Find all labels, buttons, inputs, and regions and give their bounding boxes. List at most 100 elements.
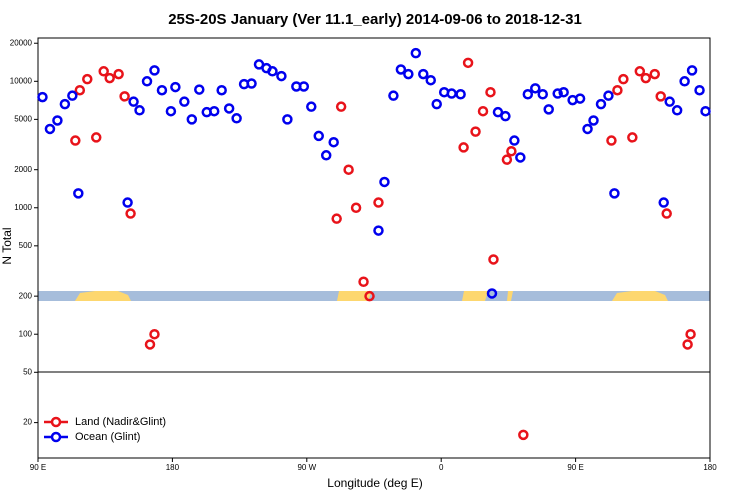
point — [477, 105, 489, 117]
point — [358, 276, 369, 287]
point — [679, 76, 690, 87]
point — [313, 130, 324, 142]
point — [350, 202, 362, 214]
x-axis-label: Longitude (deg E) — [327, 476, 422, 490]
point — [70, 135, 81, 146]
point — [418, 68, 429, 80]
point — [470, 126, 481, 137]
point — [388, 90, 399, 101]
point — [649, 68, 660, 80]
x-tick-label: 180 — [703, 463, 717, 472]
point — [694, 84, 705, 96]
point — [37, 91, 48, 103]
point — [122, 197, 133, 208]
point — [574, 93, 586, 104]
y-tick-label: 10000 — [10, 76, 33, 85]
point — [44, 123, 56, 135]
point — [74, 84, 86, 96]
point — [379, 176, 390, 188]
point — [156, 84, 168, 96]
point — [73, 188, 84, 199]
point — [149, 65, 160, 76]
point — [144, 339, 156, 350]
point — [403, 68, 414, 80]
legend-label: Land (Nadir&Glint) — [75, 416, 166, 428]
point — [455, 88, 466, 100]
point — [658, 197, 669, 208]
point — [119, 91, 130, 102]
point — [543, 104, 554, 115]
point — [113, 68, 124, 80]
point — [685, 328, 696, 340]
point — [364, 290, 375, 302]
land-shape — [337, 291, 372, 301]
point — [82, 73, 93, 85]
point — [686, 65, 698, 76]
point — [186, 114, 198, 125]
y-tick-label: 20000 — [10, 38, 33, 47]
point — [246, 78, 257, 89]
point — [603, 90, 614, 101]
point — [664, 96, 675, 107]
point — [506, 145, 517, 157]
point — [335, 101, 347, 112]
point — [410, 47, 422, 59]
y-tick-label: 2000 — [14, 165, 32, 174]
point — [67, 90, 78, 101]
y-tick-label: 20 — [23, 418, 32, 427]
point — [446, 88, 457, 99]
point — [128, 96, 139, 107]
point — [661, 208, 672, 219]
point — [306, 101, 317, 112]
point — [488, 254, 499, 265]
y-axis-label: N Total — [0, 227, 14, 264]
point — [373, 225, 384, 236]
point — [373, 197, 384, 208]
point — [486, 288, 498, 299]
point — [104, 72, 115, 84]
land-shape — [462, 291, 488, 301]
point — [655, 91, 666, 102]
point — [462, 57, 474, 69]
point — [165, 105, 177, 117]
point — [558, 86, 569, 98]
legend-box — [42, 412, 192, 446]
y-tick-label: 5000 — [14, 114, 32, 123]
point — [170, 81, 181, 93]
point — [267, 66, 278, 77]
point — [179, 96, 190, 107]
point — [522, 88, 534, 100]
point — [59, 98, 71, 110]
point — [588, 115, 599, 126]
point — [582, 123, 593, 135]
point — [682, 339, 693, 350]
point — [537, 88, 548, 100]
point — [612, 84, 623, 96]
point — [671, 105, 683, 116]
x-tick-label: 90 W — [297, 463, 316, 472]
point — [216, 84, 227, 96]
chart-title: 25S-20S January (Ver 11.1_early) 2014-09… — [168, 11, 582, 28]
point — [141, 76, 153, 87]
point — [328, 136, 339, 148]
point — [500, 110, 511, 122]
point — [518, 429, 529, 441]
point — [606, 135, 617, 146]
point — [331, 213, 342, 224]
point — [343, 164, 354, 175]
y-tick-label: 200 — [19, 291, 33, 300]
point — [640, 72, 652, 84]
legend-marker — [50, 416, 62, 428]
point — [700, 105, 711, 117]
point — [52, 115, 63, 126]
y-tick-label: 1000 — [14, 203, 32, 212]
y-tick-label: 100 — [19, 329, 33, 338]
point — [595, 98, 607, 110]
point — [298, 81, 310, 92]
point — [515, 152, 526, 163]
point — [501, 154, 513, 165]
point — [395, 64, 407, 75]
land-shape — [75, 291, 131, 301]
point — [485, 86, 496, 98]
